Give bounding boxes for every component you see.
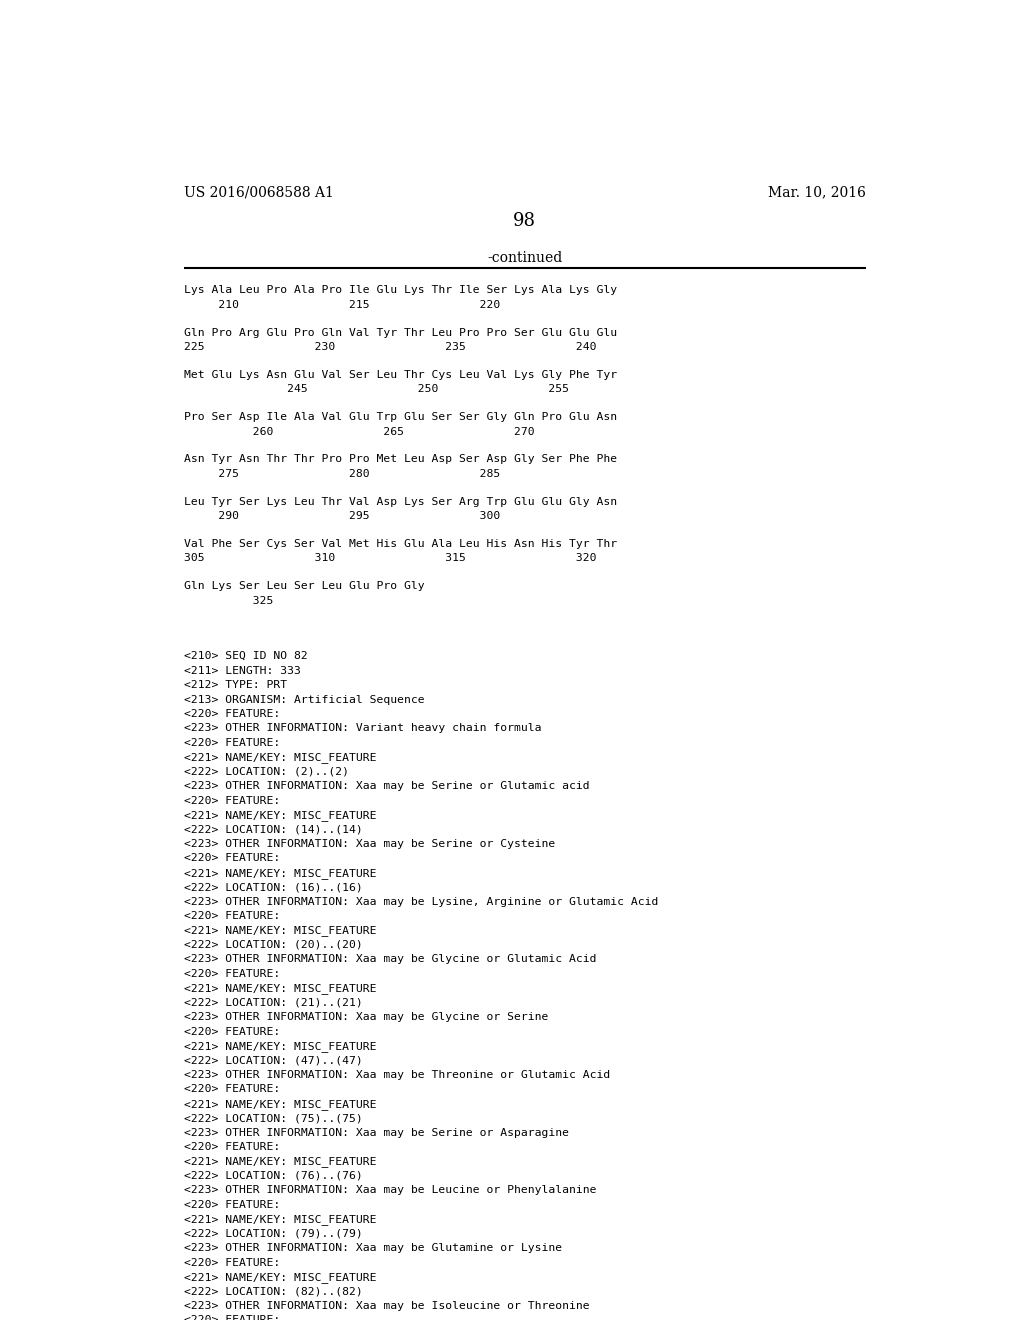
- Text: 325: 325: [183, 595, 273, 606]
- Text: 210                215                220: 210 215 220: [183, 300, 500, 310]
- Text: Val Phe Ser Cys Ser Val Met His Glu Ala Leu His Asn His Tyr Thr: Val Phe Ser Cys Ser Val Met His Glu Ala …: [183, 539, 616, 549]
- Text: Pro Ser Asp Ile Ala Val Glu Trp Glu Ser Ser Gly Gln Pro Glu Asn: Pro Ser Asp Ile Ala Val Glu Trp Glu Ser …: [183, 412, 616, 422]
- Text: -continued: -continued: [487, 251, 562, 265]
- Text: Gln Lys Ser Leu Ser Leu Glu Pro Gly: Gln Lys Ser Leu Ser Leu Glu Pro Gly: [183, 581, 424, 591]
- Text: Lys Ala Leu Pro Ala Pro Ile Glu Lys Thr Ile Ser Lys Ala Lys Gly: Lys Ala Leu Pro Ala Pro Ile Glu Lys Thr …: [183, 285, 616, 296]
- Text: Mar. 10, 2016: Mar. 10, 2016: [768, 185, 866, 199]
- Text: 98: 98: [513, 213, 537, 230]
- Text: <223> OTHER INFORMATION: Xaa may be Serine or Glutamic acid: <223> OTHER INFORMATION: Xaa may be Seri…: [183, 781, 590, 791]
- Text: <221> NAME/KEY: MISC_FEATURE: <221> NAME/KEY: MISC_FEATURE: [183, 1156, 376, 1167]
- Text: <222> LOCATION: (14)..(14): <222> LOCATION: (14)..(14): [183, 825, 362, 834]
- Text: US 2016/0068588 A1: US 2016/0068588 A1: [183, 185, 334, 199]
- Text: <221> NAME/KEY: MISC_FEATURE: <221> NAME/KEY: MISC_FEATURE: [183, 867, 376, 879]
- Text: <223> OTHER INFORMATION: Xaa may be Glutamine or Lysine: <223> OTHER INFORMATION: Xaa may be Glut…: [183, 1243, 562, 1253]
- Text: <220> FEATURE:: <220> FEATURE:: [183, 796, 280, 805]
- Text: <220> FEATURE:: <220> FEATURE:: [183, 1027, 280, 1036]
- Text: <223> OTHER INFORMATION: Variant heavy chain formula: <223> OTHER INFORMATION: Variant heavy c…: [183, 723, 542, 734]
- Text: Asn Tyr Asn Thr Thr Pro Pro Met Leu Asp Ser Asp Gly Ser Phe Phe: Asn Tyr Asn Thr Thr Pro Pro Met Leu Asp …: [183, 454, 616, 465]
- Text: <222> LOCATION: (2)..(2): <222> LOCATION: (2)..(2): [183, 767, 349, 776]
- Text: Gln Pro Arg Glu Pro Gln Val Tyr Thr Leu Pro Pro Ser Glu Glu Glu: Gln Pro Arg Glu Pro Gln Val Tyr Thr Leu …: [183, 327, 616, 338]
- Text: Met Glu Lys Asn Glu Val Ser Leu Thr Cys Leu Val Lys Gly Phe Tyr: Met Glu Lys Asn Glu Val Ser Leu Thr Cys …: [183, 370, 616, 380]
- Text: <212> TYPE: PRT: <212> TYPE: PRT: [183, 680, 287, 690]
- Text: <220> FEATURE:: <220> FEATURE:: [183, 969, 280, 979]
- Text: <220> FEATURE:: <220> FEATURE:: [183, 1315, 280, 1320]
- Text: 225                230                235                240: 225 230 235 240: [183, 342, 596, 352]
- Text: <211> LENGTH: 333: <211> LENGTH: 333: [183, 665, 301, 676]
- Text: <222> LOCATION: (20)..(20): <222> LOCATION: (20)..(20): [183, 940, 362, 950]
- Text: <221> NAME/KEY: MISC_FEATURE: <221> NAME/KEY: MISC_FEATURE: [183, 1098, 376, 1110]
- Text: <222> LOCATION: (82)..(82): <222> LOCATION: (82)..(82): [183, 1287, 362, 1296]
- Text: <223> OTHER INFORMATION: Xaa may be Serine or Cysteine: <223> OTHER INFORMATION: Xaa may be Seri…: [183, 840, 555, 849]
- Text: <222> LOCATION: (76)..(76): <222> LOCATION: (76)..(76): [183, 1171, 362, 1181]
- Text: <220> FEATURE:: <220> FEATURE:: [183, 1084, 280, 1094]
- Text: 275                280                285: 275 280 285: [183, 469, 500, 479]
- Text: 290                295                300: 290 295 300: [183, 511, 500, 521]
- Text: <220> FEATURE:: <220> FEATURE:: [183, 1142, 280, 1152]
- Text: <220> FEATURE:: <220> FEATURE:: [183, 738, 280, 748]
- Text: <223> OTHER INFORMATION: Xaa may be Threonine or Glutamic Acid: <223> OTHER INFORMATION: Xaa may be Thre…: [183, 1071, 610, 1080]
- Text: <223> OTHER INFORMATION: Xaa may be Lysine, Arginine or Glutamic Acid: <223> OTHER INFORMATION: Xaa may be Lysi…: [183, 896, 658, 907]
- Text: <221> NAME/KEY: MISC_FEATURE: <221> NAME/KEY: MISC_FEATURE: [183, 752, 376, 763]
- Text: 260                265                270: 260 265 270: [183, 426, 535, 437]
- Text: <220> FEATURE:: <220> FEATURE:: [183, 911, 280, 921]
- Text: <221> NAME/KEY: MISC_FEATURE: <221> NAME/KEY: MISC_FEATURE: [183, 925, 376, 936]
- Text: <221> NAME/KEY: MISC_FEATURE: <221> NAME/KEY: MISC_FEATURE: [183, 983, 376, 994]
- Text: 305                310                315                320: 305 310 315 320: [183, 553, 596, 564]
- Text: <223> OTHER INFORMATION: Xaa may be Glycine or Serine: <223> OTHER INFORMATION: Xaa may be Glyc…: [183, 1012, 548, 1022]
- Text: 245                250                255: 245 250 255: [183, 384, 568, 395]
- Text: <223> OTHER INFORMATION: Xaa may be Glycine or Glutamic Acid: <223> OTHER INFORMATION: Xaa may be Glyc…: [183, 954, 596, 965]
- Text: <222> LOCATION: (16)..(16): <222> LOCATION: (16)..(16): [183, 882, 362, 892]
- Text: <221> NAME/KEY: MISC_FEATURE: <221> NAME/KEY: MISC_FEATURE: [183, 810, 376, 821]
- Text: <223> OTHER INFORMATION: Xaa may be Isoleucine or Threonine: <223> OTHER INFORMATION: Xaa may be Isol…: [183, 1302, 590, 1311]
- Text: <220> FEATURE:: <220> FEATURE:: [183, 709, 280, 719]
- Text: <210> SEQ ID NO 82: <210> SEQ ID NO 82: [183, 651, 307, 661]
- Text: <223> OTHER INFORMATION: Xaa may be Leucine or Phenylalanine: <223> OTHER INFORMATION: Xaa may be Leuc…: [183, 1185, 596, 1196]
- Text: <223> OTHER INFORMATION: Xaa may be Serine or Asparagine: <223> OTHER INFORMATION: Xaa may be Seri…: [183, 1127, 568, 1138]
- Text: <220> FEATURE:: <220> FEATURE:: [183, 1258, 280, 1267]
- Text: <222> LOCATION: (21)..(21): <222> LOCATION: (21)..(21): [183, 998, 362, 1007]
- Text: <221> NAME/KEY: MISC_FEATURE: <221> NAME/KEY: MISC_FEATURE: [183, 1214, 376, 1225]
- Text: <222> LOCATION: (75)..(75): <222> LOCATION: (75)..(75): [183, 1113, 362, 1123]
- Text: <220> FEATURE:: <220> FEATURE:: [183, 1200, 280, 1210]
- Text: <221> NAME/KEY: MISC_FEATURE: <221> NAME/KEY: MISC_FEATURE: [183, 1272, 376, 1283]
- Text: <222> LOCATION: (79)..(79): <222> LOCATION: (79)..(79): [183, 1229, 362, 1238]
- Text: <221> NAME/KEY: MISC_FEATURE: <221> NAME/KEY: MISC_FEATURE: [183, 1041, 376, 1052]
- Text: <220> FEATURE:: <220> FEATURE:: [183, 853, 280, 863]
- Text: <213> ORGANISM: Artificial Sequence: <213> ORGANISM: Artificial Sequence: [183, 694, 424, 705]
- Text: <222> LOCATION: (47)..(47): <222> LOCATION: (47)..(47): [183, 1056, 362, 1065]
- Text: Leu Tyr Ser Lys Leu Thr Val Asp Lys Ser Arg Trp Glu Glu Gly Asn: Leu Tyr Ser Lys Leu Thr Val Asp Lys Ser …: [183, 496, 616, 507]
